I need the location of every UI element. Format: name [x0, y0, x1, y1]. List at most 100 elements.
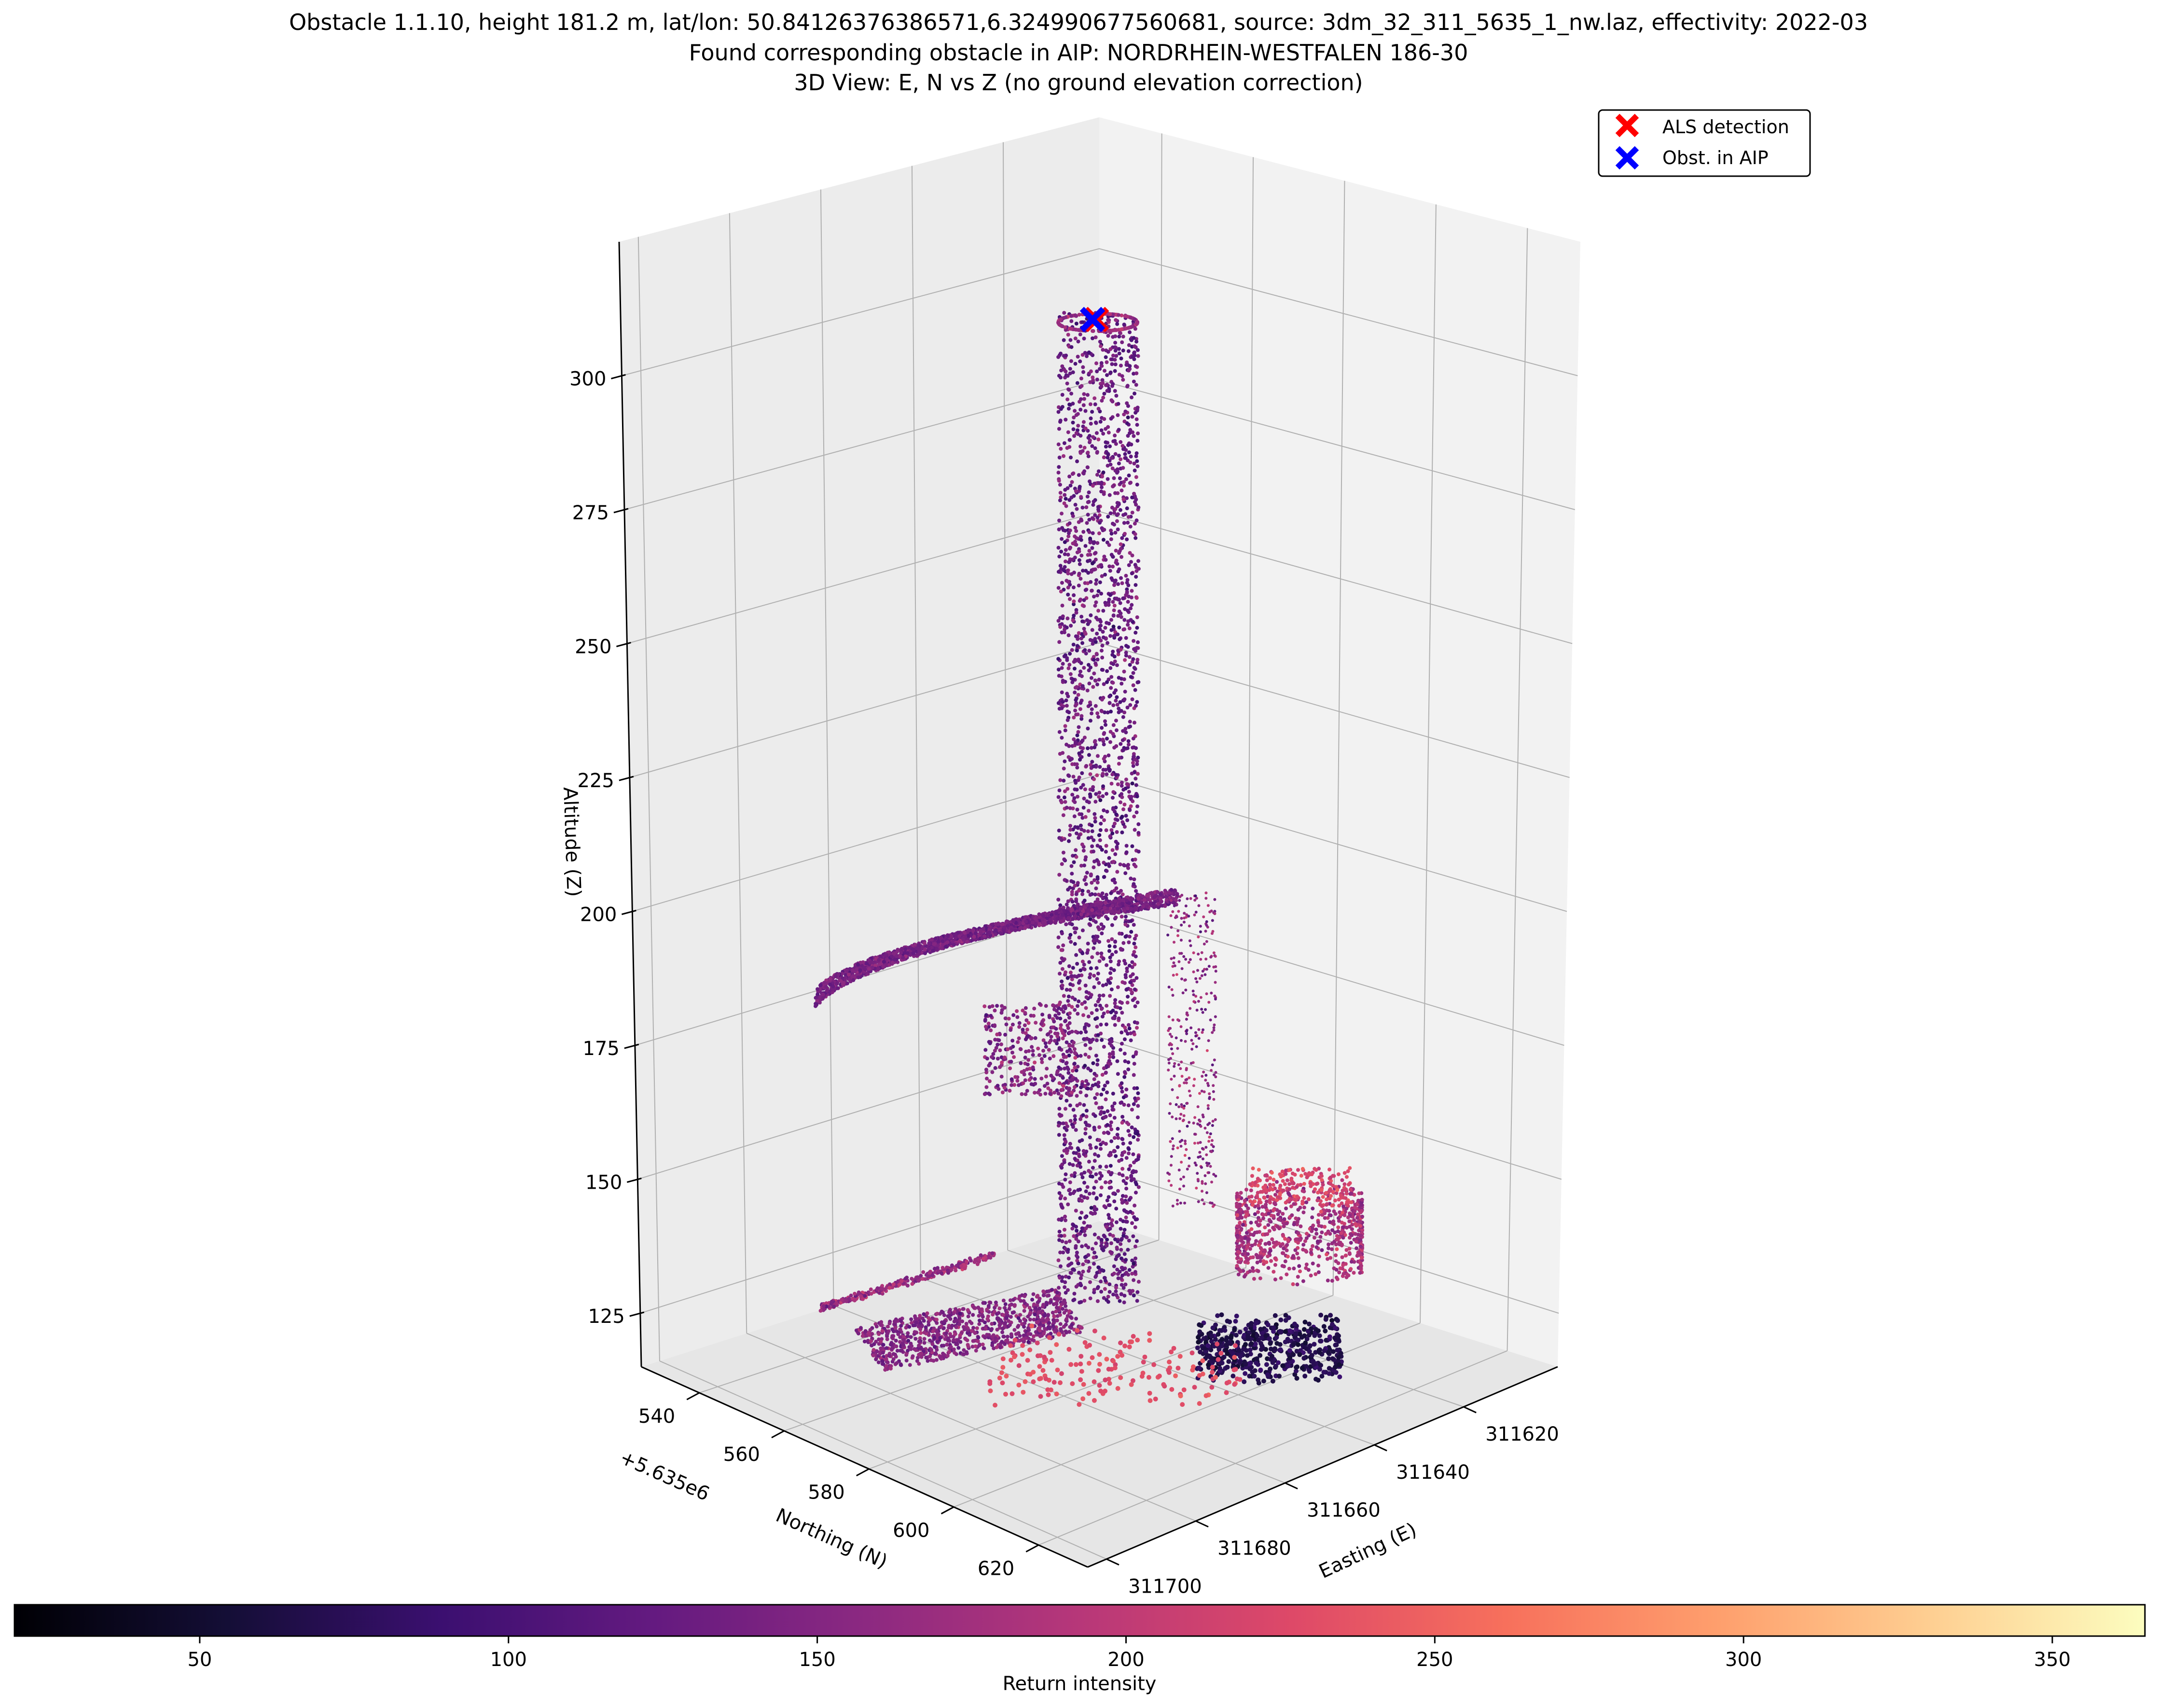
point-cloud-point	[1074, 899, 1078, 903]
point-cloud-point	[1113, 507, 1118, 511]
point-cloud-point	[1127, 1151, 1131, 1155]
point-cloud-point	[1102, 1276, 1106, 1280]
point-cloud-point	[1115, 830, 1119, 834]
point-cloud-point	[1087, 681, 1092, 686]
point-cloud-point	[1128, 663, 1132, 667]
point-cloud-point	[1082, 666, 1086, 670]
point-cloud-point	[1098, 367, 1102, 371]
point-cloud-point	[1069, 359, 1073, 363]
point-cloud-point	[1102, 455, 1106, 459]
point-cloud-point	[1131, 972, 1135, 976]
point-cloud-point	[1128, 1164, 1133, 1168]
point-cloud-point	[1135, 1115, 1140, 1120]
point-cloud-point	[1060, 603, 1065, 608]
point-cloud-point	[1073, 690, 1077, 694]
point-cloud-point	[1120, 1197, 1124, 1202]
point-cloud-point	[1114, 688, 1118, 693]
point-cloud-point	[1057, 427, 1061, 431]
point-cloud-point	[1189, 1007, 1192, 1010]
point-cloud-point	[1136, 354, 1140, 358]
point-cloud-point	[1107, 949, 1111, 953]
point-cloud-point	[1085, 494, 1090, 499]
point-cloud-point	[1134, 339, 1139, 344]
point-cloud-point	[1206, 1123, 1210, 1126]
point-cloud-point	[1073, 502, 1078, 507]
point-cloud-point	[1120, 1081, 1124, 1085]
point-cloud-point	[1179, 1067, 1182, 1070]
point-cloud-point	[1091, 641, 1095, 646]
point-cloud-point	[1095, 754, 1100, 758]
point-cloud-point	[1115, 467, 1120, 472]
point-cloud-point	[1068, 1103, 1072, 1108]
point-cloud-point	[1097, 481, 1101, 485]
point-cloud-point	[1132, 639, 1136, 643]
point-cloud-point	[1064, 1140, 1068, 1144]
point-cloud-point	[1134, 583, 1138, 587]
point-cloud-point	[1182, 920, 1186, 924]
point-cloud-point	[1102, 1115, 1106, 1120]
point-cloud-point	[1092, 1232, 1097, 1236]
point-cloud-point	[1102, 555, 1106, 559]
point-cloud-point	[1136, 431, 1140, 435]
point-cloud-point	[1121, 941, 1126, 945]
point-cloud-point	[1074, 1244, 1078, 1248]
point-cloud-point	[1132, 1177, 1136, 1181]
point-cloud-point	[1115, 471, 1119, 475]
point-cloud-point	[905, 951, 910, 955]
point-cloud-point	[1062, 1133, 1066, 1137]
point-cloud-point	[1184, 1139, 1187, 1143]
point-cloud-point	[1095, 541, 1100, 545]
point-cloud-point	[1102, 1204, 1106, 1208]
point-cloud-point	[1089, 580, 1093, 584]
point-cloud-point	[1078, 562, 1082, 566]
point-cloud-point	[1101, 767, 1106, 772]
point-cloud-point	[1112, 1136, 1117, 1140]
point-cloud-point	[1108, 834, 1112, 839]
point-cloud-point	[1133, 1032, 1136, 1037]
point-cloud-point	[1083, 648, 1087, 652]
point-cloud-point	[1097, 531, 1101, 536]
point-cloud-point	[1133, 1270, 1137, 1274]
point-cloud-point	[1057, 730, 1062, 734]
point-cloud-point	[1113, 433, 1117, 438]
point-cloud-point	[1129, 804, 1133, 808]
point-cloud-point	[1210, 1202, 1214, 1205]
point-cloud-point	[1075, 381, 1079, 385]
point-cloud-point	[1074, 698, 1078, 702]
point-cloud-point	[1107, 1055, 1112, 1059]
point-cloud-point	[1125, 818, 1130, 822]
point-cloud-point	[1099, 1244, 1104, 1248]
point-cloud-point	[1118, 601, 1122, 605]
point-cloud-point	[1072, 974, 1077, 978]
point-cloud-point	[1129, 794, 1134, 799]
point-cloud-point	[1120, 784, 1124, 788]
point-cloud-point	[1111, 860, 1116, 864]
point-cloud-point	[1067, 964, 1071, 968]
point-cloud-point	[1075, 644, 1079, 648]
point-cloud-point	[1173, 941, 1175, 944]
point-cloud-point	[1095, 876, 1100, 881]
point-cloud-point	[1189, 1094, 1192, 1097]
point-cloud-point	[1059, 317, 1063, 321]
point-cloud-point	[1108, 666, 1113, 670]
point-cloud-point	[1070, 890, 1074, 894]
point-cloud-point	[1193, 1161, 1197, 1165]
point-cloud-point	[1136, 1138, 1140, 1142]
point-cloud-point	[1120, 915, 1124, 919]
point-cloud-point	[1177, 1105, 1181, 1109]
point-cloud-point	[1086, 1086, 1090, 1091]
point-cloud-point	[1205, 1153, 1208, 1156]
point-cloud-point	[1114, 1293, 1119, 1297]
point-cloud-point	[868, 960, 872, 965]
point-cloud-point	[1130, 771, 1134, 776]
point-cloud-point	[1107, 1216, 1111, 1220]
point-cloud-point	[1078, 986, 1082, 991]
point-cloud-point	[1094, 906, 1098, 911]
point-cloud-point	[1180, 977, 1183, 981]
point-cloud-point	[1113, 491, 1117, 495]
point-cloud-point	[1132, 372, 1136, 376]
point-cloud-point	[1126, 443, 1130, 447]
point-cloud-point	[1059, 1094, 1064, 1098]
point-cloud-point	[1207, 1139, 1211, 1143]
point-cloud-point	[1056, 667, 1061, 672]
